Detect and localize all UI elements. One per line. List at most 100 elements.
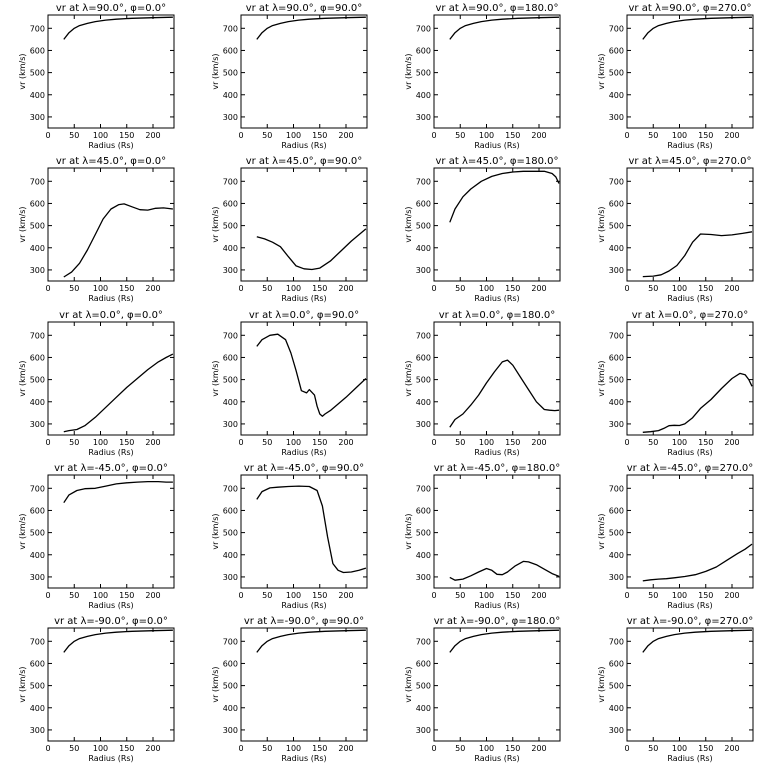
plot-frame	[47, 474, 175, 589]
plot-frame	[433, 321, 561, 436]
y-tick-label: 300	[30, 726, 45, 735]
y-tick-label: 400	[223, 91, 238, 100]
x-tick-label: 50	[262, 131, 272, 140]
x-axis-label: Radius (Rs)	[88, 141, 133, 150]
plot-frame	[626, 321, 754, 436]
x-axis-label: Radius (Rs)	[474, 601, 519, 610]
x-tick-label: 200	[531, 591, 546, 600]
x-tick-label: 0	[238, 438, 243, 447]
y-tick-label: 700	[416, 484, 431, 493]
series-line	[642, 372, 753, 433]
series-line	[256, 228, 367, 271]
x-axis-label: Radius (Rs)	[667, 448, 712, 457]
panel-title: vr at λ=0.0°, φ=0.0°	[59, 310, 163, 321]
y-tick-label: 600	[223, 353, 238, 362]
y-tick-label: 500	[416, 376, 431, 385]
x-tick-label: 150	[698, 438, 713, 447]
x-tick-label: 100	[93, 744, 108, 753]
panel-8: vr at λ=45.0°, φ=270.0° 0 50 100 150 200 300 40…	[597, 156, 754, 303]
y-tick-label: 600	[30, 199, 45, 208]
series-line	[63, 480, 173, 504]
y-tick-label: 400	[416, 704, 431, 713]
y-tick-label: 500	[223, 529, 238, 538]
panel-18: vr at λ=-90.0°, φ=90.0° 0 50 100 150 200 300 40…	[211, 616, 368, 763]
x-tick-label: 100	[672, 744, 687, 753]
x-tick-label: 150	[119, 284, 134, 293]
x-tick-label: 150	[698, 284, 713, 293]
y-tick-label: 700	[223, 637, 238, 646]
y-tick-label: 300	[223, 266, 238, 275]
plot-frame	[626, 14, 754, 129]
x-tick-label: 100	[286, 131, 301, 140]
x-tick-label: 50	[455, 131, 465, 140]
y-tick-label: 400	[223, 244, 238, 253]
x-tick-label: 200	[338, 591, 353, 600]
y-tick-label: 300	[609, 113, 624, 122]
series-line	[449, 629, 560, 653]
y-axis-label: vr (km/s)	[211, 666, 220, 702]
series-line	[63, 629, 173, 653]
x-tick-label: 200	[724, 284, 739, 293]
y-axis-label: vr (km/s)	[404, 206, 413, 242]
y-tick-label: 300	[416, 420, 431, 429]
x-tick-label: 50	[69, 131, 79, 140]
x-tick-label: 100	[286, 744, 301, 753]
x-tick-label: 150	[505, 438, 520, 447]
y-tick-label: 600	[416, 659, 431, 668]
y-tick-label: 600	[609, 353, 624, 362]
y-tick-label: 700	[223, 331, 238, 340]
y-tick-label: 700	[416, 331, 431, 340]
series-line	[63, 16, 173, 40]
x-tick-label: 200	[724, 131, 739, 140]
x-tick-label: 50	[69, 744, 79, 753]
plot-frame	[47, 14, 175, 129]
x-axis-label: Radius (Rs)	[667, 294, 712, 303]
y-tick-label: 500	[223, 222, 238, 231]
y-tick-label: 600	[609, 46, 624, 55]
y-tick-label: 300	[30, 420, 45, 429]
x-tick-label: 150	[505, 131, 520, 140]
x-tick-label: 100	[479, 591, 494, 600]
y-tick-label: 600	[416, 199, 431, 208]
x-tick-label: 100	[479, 284, 494, 293]
y-tick-label: 500	[416, 529, 431, 538]
x-tick-label: 50	[69, 438, 79, 447]
x-tick-label: 100	[672, 131, 687, 140]
panel-title: vr at λ=-90.0°, φ=270.0°	[627, 616, 754, 627]
x-tick-label: 200	[145, 591, 160, 600]
series-line	[256, 485, 367, 574]
y-tick-label: 400	[30, 244, 45, 253]
panel-title: vr at λ=45.0°, φ=180.0°	[436, 156, 559, 167]
x-tick-label: 200	[145, 744, 160, 753]
y-tick-label: 500	[609, 222, 624, 231]
series-line	[63, 353, 174, 433]
panel-title: vr at λ=-45.0°, φ=0.0°	[54, 463, 168, 474]
x-axis-label: Radius (Rs)	[281, 141, 326, 150]
series-line	[256, 333, 367, 417]
y-axis-label: vr (km/s)	[18, 206, 27, 242]
plot-frame	[47, 321, 175, 436]
x-tick-label: 150	[698, 131, 713, 140]
x-tick-label: 200	[724, 438, 739, 447]
y-tick-label: 500	[223, 69, 238, 78]
panel-2: vr at λ=90.0°, φ=90.0° 0 50 100 150 200 300 400…	[211, 3, 368, 150]
plot-frame	[240, 167, 368, 282]
y-tick-label: 400	[30, 398, 45, 407]
y-axis-label: vr (km/s)	[597, 53, 606, 89]
panel-14: vr at λ=-45.0°, φ=90.0° 0 50 100 150 200 300 40…	[211, 463, 368, 610]
x-tick-label: 200	[531, 438, 546, 447]
y-tick-label: 300	[609, 726, 624, 735]
panel-7: vr at λ=45.0°, φ=180.0° 0 50 100 150 200 300 40…	[404, 156, 561, 303]
plot-frame	[433, 474, 561, 589]
x-tick-label: 150	[312, 591, 327, 600]
x-tick-label: 0	[624, 284, 629, 293]
plot-frame	[433, 167, 561, 282]
y-tick-label: 700	[223, 177, 238, 186]
y-axis-label: vr (km/s)	[404, 666, 413, 702]
y-tick-label: 400	[609, 398, 624, 407]
y-tick-label: 600	[30, 659, 45, 668]
x-tick-label: 100	[93, 131, 108, 140]
plot-frame	[240, 474, 368, 589]
y-tick-label: 400	[609, 244, 624, 253]
x-tick-label: 150	[119, 438, 134, 447]
